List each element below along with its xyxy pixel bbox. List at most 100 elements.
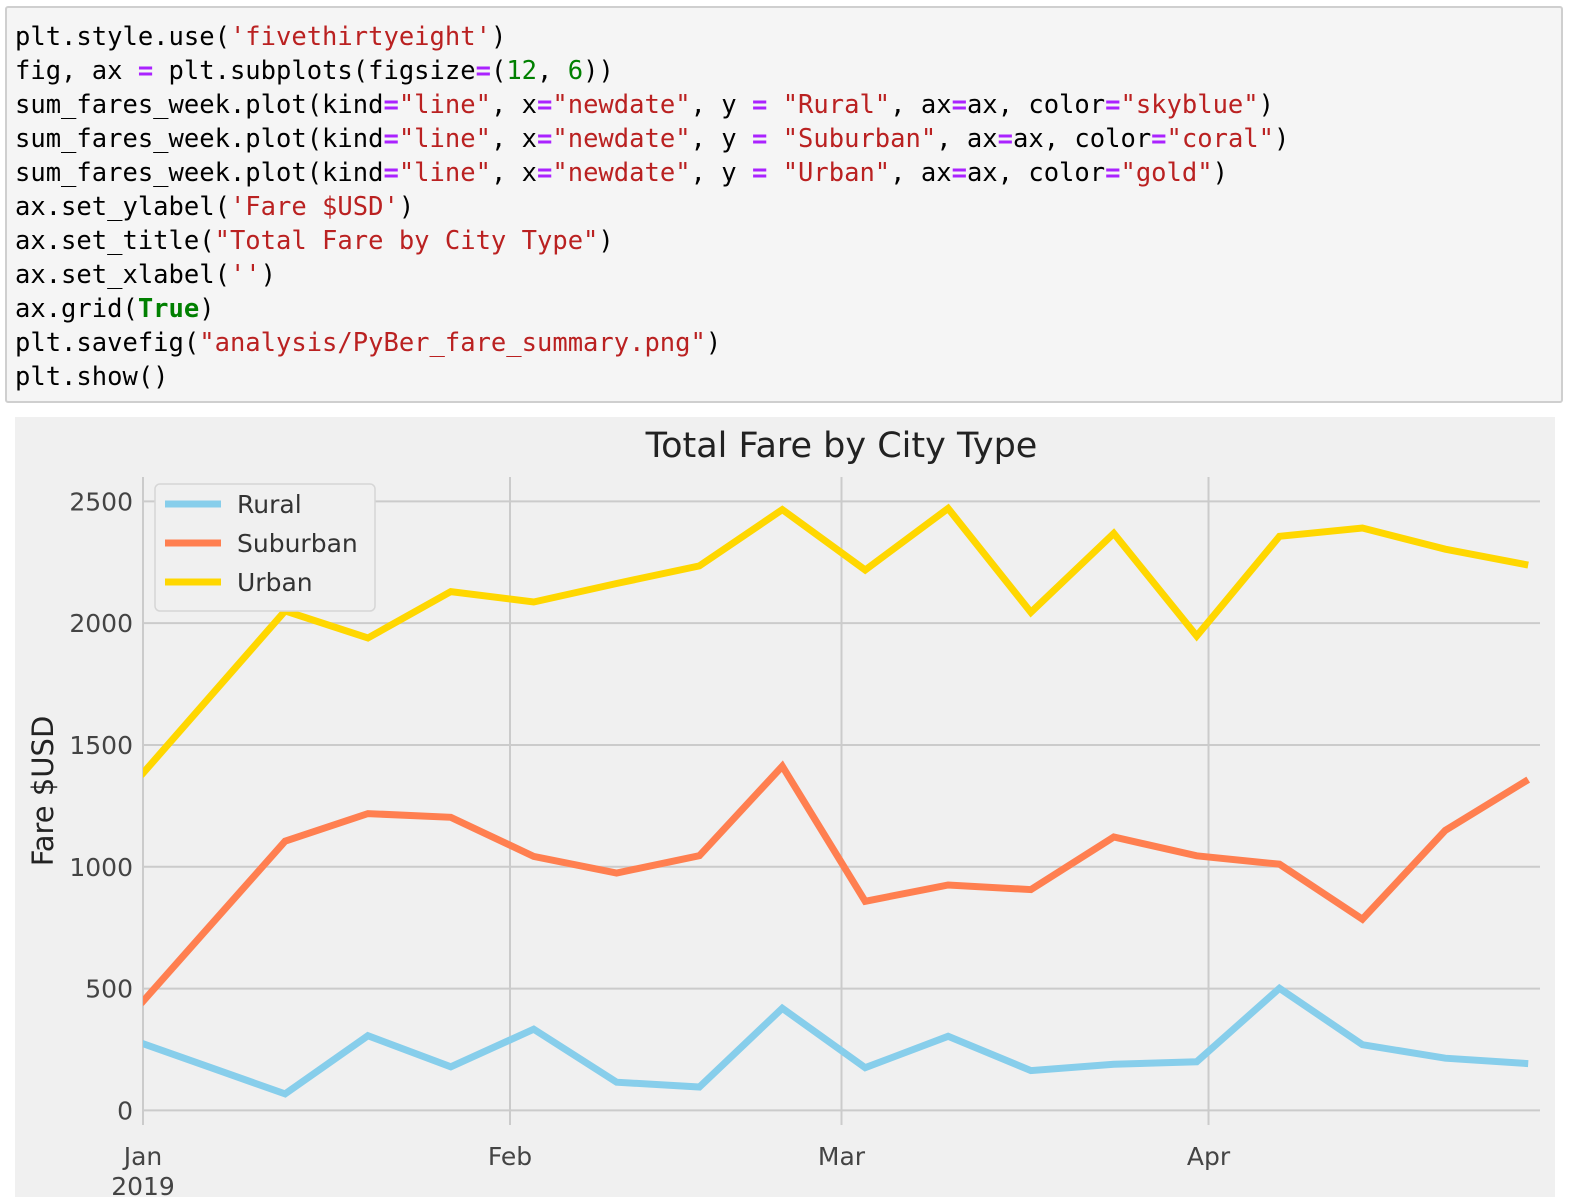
code-token: ): [490, 22, 507, 52]
code-token: "newdate": [552, 90, 691, 120]
code-token: '': [229, 260, 261, 290]
code-token: ): [1258, 90, 1274, 120]
code-token: sum_fares_week.plot(kind: [15, 90, 384, 120]
code-line: fig, ax = plt.subplots(figsize=(12, 6)): [15, 54, 1289, 88]
code-token: ax, color: [966, 158, 1106, 188]
code-token: ax.set_title(: [15, 226, 215, 256]
series-line-urban: [143, 503, 1529, 778]
code-token: ): [260, 260, 277, 290]
y-tick-label: 2500: [69, 487, 133, 516]
y-tick-label: 0: [117, 1096, 133, 1125]
code-token: , x: [490, 124, 538, 154]
code-line: sum_fares_week.plot(kind="line", x="newd…: [15, 122, 1289, 156]
code-line: ax.set_xlabel(''): [15, 258, 1289, 292]
code-token: plt.show(): [15, 362, 169, 392]
code-token: "newdate": [552, 124, 691, 154]
code-token: "newdate": [552, 158, 691, 188]
x-tick-label: Feb: [488, 1142, 532, 1171]
series-lines: [143, 503, 1531, 1098]
code-token: 'Fare $USD': [229, 192, 399, 222]
code-line: ax.set_title("Total Fare by City Type"): [15, 224, 1289, 258]
code-token: fig, ax: [15, 56, 138, 86]
code-token: =: [383, 158, 399, 188]
x-tick-label: Mar: [818, 1142, 866, 1171]
code-token: [767, 90, 782, 120]
code-token: "line": [398, 158, 491, 188]
code-token: ): [598, 226, 614, 256]
code-token: (: [490, 56, 507, 86]
code-token: plt.style.use(: [15, 22, 230, 52]
chart-title: Total Fare by City Type: [645, 426, 1038, 466]
x-tick-label: Apr: [1187, 1142, 1231, 1171]
code-token: "line": [398, 90, 491, 120]
code-token: ): [705, 328, 722, 358]
code-token: [767, 124, 782, 154]
code-token: , y: [690, 158, 752, 188]
y-tick-label: 2000: [69, 609, 133, 638]
series-line-suburban: [143, 760, 1531, 1006]
code-line: plt.show(): [15, 360, 1289, 394]
code-token: 6: [567, 56, 584, 86]
code-token: "Urban": [782, 158, 891, 188]
code-line: ax.set_ylabel('Fare $USD'): [15, 190, 1289, 224]
code-line: plt.style.use('fivethirtyeight'): [15, 20, 1289, 54]
code-line: ax.grid(True): [15, 292, 1289, 326]
code-line: sum_fares_week.plot(kind="line", x="newd…: [15, 88, 1289, 122]
code-token: =: [1105, 158, 1121, 188]
code-token: , x: [490, 158, 538, 188]
legend-label: Urban: [237, 568, 313, 597]
code-token: =: [475, 56, 491, 86]
output-area: 0 500 1000 1500 2000 2500 Jan 2019 Feb Mar Apr Tot…: [15, 417, 1555, 1197]
code-token: ax, color: [966, 90, 1106, 120]
legend: Rural Suburban Urban: [154, 483, 376, 612]
code-token: =: [951, 90, 967, 120]
code-token: , y: [690, 90, 752, 120]
code-token: ): [199, 294, 215, 324]
code-token: ax.set_xlabel(: [15, 260, 230, 290]
code-token: 'fivethirtyeight': [229, 22, 491, 52]
code-token: =: [137, 56, 154, 86]
code-token: =: [997, 124, 1013, 154]
code-token: "analysis/PyBer_fare_summary.png": [199, 328, 706, 358]
code-token: True: [137, 294, 200, 324]
code-token: ax, color: [1013, 124, 1152, 154]
code-token: =: [537, 90, 553, 120]
code-token: "Rural": [782, 90, 891, 120]
code-token: , ax: [890, 158, 952, 188]
code-token: , ax: [890, 90, 952, 120]
legend-label: Rural: [237, 490, 302, 519]
code-token: , ax: [936, 124, 998, 154]
y-tick-label: 1000: [69, 853, 133, 882]
code-editor[interactable]: plt.style.use('fivethirtyeight') fig, ax …: [15, 20, 1289, 394]
code-token: =: [751, 158, 768, 188]
code-token: 12: [506, 56, 538, 86]
code-token: "coral": [1166, 124, 1274, 154]
code-token: =: [951, 158, 967, 188]
code-token: , y: [690, 124, 752, 154]
code-token: =: [537, 158, 553, 188]
code-token: =: [383, 90, 399, 120]
code-token: sum_fares_week.plot(kind: [15, 124, 384, 154]
code-token: sum_fares_week.plot(kind: [15, 158, 384, 188]
code-token: plt.savefig(: [15, 328, 200, 358]
code-token: ): [398, 192, 415, 222]
code-cell[interactable]: plt.style.use('fivethirtyeight') fig, ax …: [5, 6, 1563, 403]
code-token: [767, 158, 782, 188]
x-tick-sublabel: 2019: [111, 1172, 175, 1197]
code-line: plt.savefig("analysis/PyBer_fare_summary…: [15, 326, 1289, 360]
code-token: , x: [490, 90, 538, 120]
code-token: ): [1274, 124, 1290, 154]
code-token: ): [1212, 158, 1228, 188]
code-token: "line": [398, 124, 491, 154]
code-token: plt.subplots(figsize: [153, 56, 476, 86]
y-tick-label: 1500: [69, 731, 133, 760]
code-token: =: [537, 124, 553, 154]
series-line-rural: [143, 983, 1529, 1098]
code-token: ax.grid(: [15, 294, 138, 324]
code-token: )): [583, 56, 614, 86]
y-axis-label: Fare $USD: [26, 716, 60, 867]
code-token: "Total Fare by City Type": [214, 226, 599, 256]
code-token: "Suburban": [782, 124, 937, 154]
